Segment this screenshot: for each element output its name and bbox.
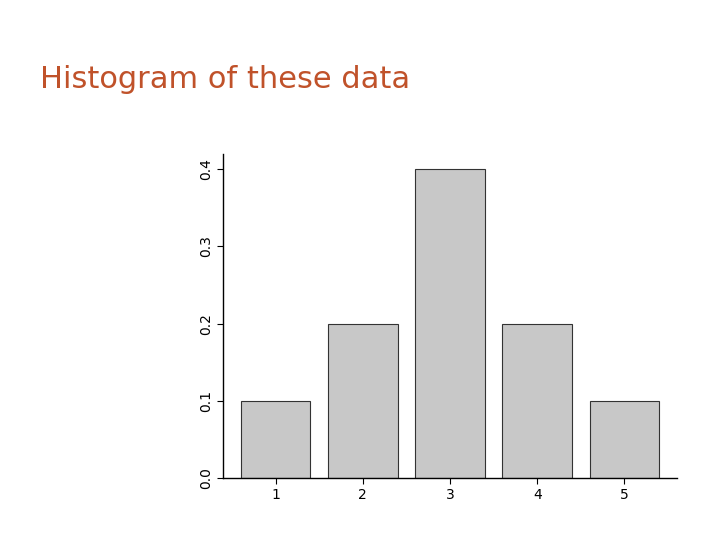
- Bar: [503, 323, 572, 478]
- Text: Histogram of these data: Histogram of these data: [40, 65, 410, 94]
- Bar: [590, 401, 660, 478]
- Bar: [240, 401, 310, 478]
- Bar: [328, 323, 397, 478]
- Bar: [415, 170, 485, 478]
